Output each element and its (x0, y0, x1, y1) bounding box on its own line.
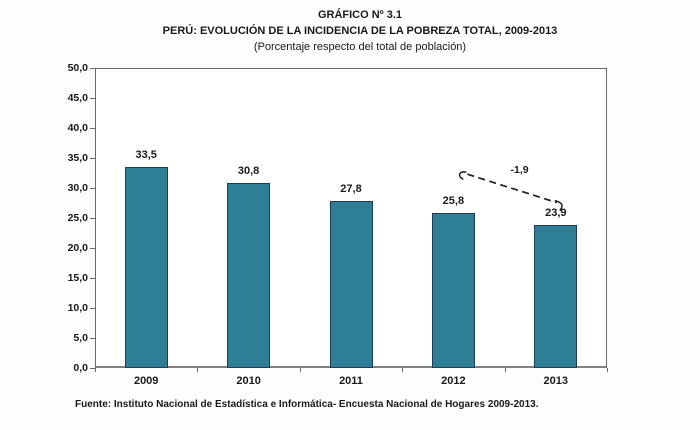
bar-value-label: 33,5 (135, 149, 157, 161)
bar-2010 (227, 183, 271, 368)
y-axis-tick-label: 15,0 (67, 272, 88, 284)
bar-2011 (329, 201, 373, 368)
y-axis-tick-label: 50,0 (67, 62, 88, 74)
x-axis-tick-mark (197, 368, 199, 372)
x-axis-label: 2009 (133, 375, 159, 387)
bar-value-label: 25,8 (442, 195, 465, 208)
chart-header: GRÁFICO Nº 3.1 PERÚ: EVOLUCIÓN DE LA INC… (20, 7, 700, 55)
y-axis-tick-mark (90, 248, 95, 249)
x-axis-tick-mark (607, 368, 608, 372)
chart-title: GRÁFICO Nº 3.1 (317, 9, 403, 21)
x-axis-tick-mark (299, 368, 301, 372)
x-axis-label: 2010 (236, 375, 261, 387)
y-axis-tick-mark (90, 98, 95, 99)
y-axis-tick-label: 35,0 (67, 152, 88, 164)
x-axis-label: 2011 (339, 375, 363, 387)
y-axis-tick-mark (90, 338, 95, 339)
y-axis-tick-mark (90, 368, 95, 369)
x-axis-label: 2012 (441, 375, 466, 387)
y-axis-tick-mark (90, 188, 95, 189)
bar-2013 (534, 224, 578, 368)
bar-value-label: 23,9 (545, 206, 567, 219)
x-axis-tick-mark (504, 368, 506, 372)
x-axis-tick-mark (95, 368, 96, 372)
y-axis-tick-mark (90, 68, 95, 69)
x-axis-tick-mark (402, 368, 404, 372)
bar-2012 (431, 213, 475, 368)
x-axis-label: 2013 (543, 375, 569, 387)
y-axis-tick-label: 0,0 (73, 362, 88, 374)
y-axis-tick-label: 5,0 (73, 332, 88, 344)
y-axis-tick-mark (90, 158, 95, 159)
y-axis-tick-label: 45,0 (67, 92, 88, 104)
y-axis-tick-label: 10,0 (67, 302, 88, 314)
bar-value-label: 30,8 (237, 165, 260, 178)
y-axis-tick-label: 40,0 (67, 122, 88, 134)
annotation-label: -1,9 (510, 164, 529, 177)
y-axis-tick-mark (90, 278, 95, 279)
y-axis-tick-mark (90, 308, 95, 309)
y-axis-tick-mark (90, 128, 95, 129)
bar-2009 (124, 167, 168, 368)
y-axis-tick-mark (90, 218, 95, 219)
chart-title-line2: PERÚ: EVOLUCIÓN DE LA INCIDENCIA DE LA P… (162, 25, 558, 37)
y-axis-tick-label: 25,0 (67, 212, 88, 224)
source-note: Fuente: Instituto Nacional de Estadístic… (75, 399, 539, 410)
bar-value-label: 27,8 (340, 183, 362, 196)
y-axis-tick-label: 20,0 (67, 242, 88, 254)
y-axis-tick-label: 30,0 (67, 182, 88, 194)
chart-subtitle: (Porcentaje respecto del total de poblac… (253, 41, 467, 53)
